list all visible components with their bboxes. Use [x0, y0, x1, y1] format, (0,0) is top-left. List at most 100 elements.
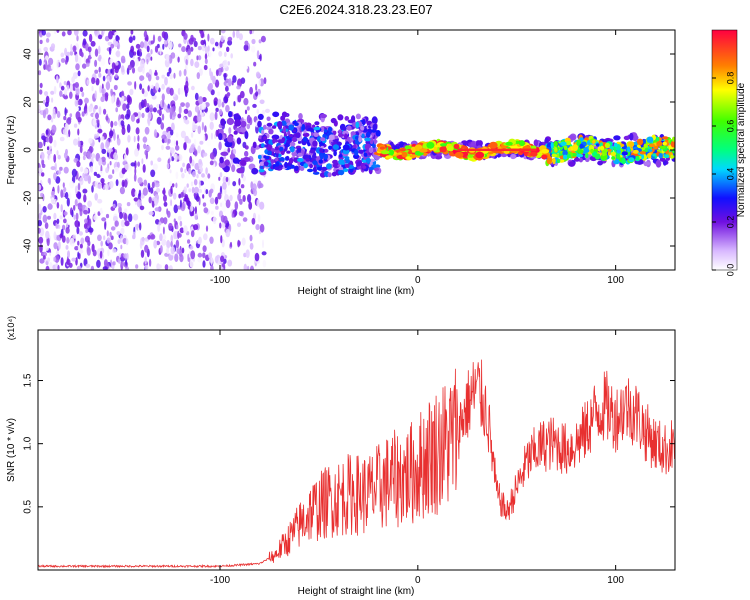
spectrogram-noise-cell — [68, 129, 71, 138]
spectrogram-noise-cell — [142, 164, 146, 173]
spectrogram-noise-cell — [117, 239, 121, 245]
spectrogram-halo-cell — [510, 153, 516, 160]
spectrogram-noise-cell — [97, 211, 101, 216]
spectrogram-band-cell — [282, 125, 286, 133]
spectrogram-noise-cell — [175, 145, 180, 151]
spectrogram-noise-cell — [147, 117, 151, 127]
spectrogram-noise-cell — [73, 138, 78, 146]
spectrogram-noise-cell — [105, 140, 110, 149]
spectrogram-noise-cell — [202, 260, 206, 268]
spectrogram-halo-cell — [573, 157, 580, 162]
spectrogram-noise-cell — [194, 206, 197, 215]
spectrogram-noise-cell — [166, 239, 171, 249]
spectrogram-noise-cell — [38, 219, 42, 227]
spectrogram-noise-cell — [163, 217, 168, 225]
spectrogram-noise-cell — [227, 259, 233, 267]
spectrogram-noise-cell — [220, 35, 224, 43]
spectrogram-noise-cell — [64, 107, 67, 117]
spectrogram-noise-cell — [53, 242, 58, 250]
spectrogram-noise-cell — [117, 258, 121, 264]
spectrogram-noise-cell — [67, 30, 72, 36]
spectrogram-x-label: Height of straight line (km) — [298, 286, 415, 297]
spectrogram-noise-cell — [154, 197, 158, 206]
spectrogram-band-cell — [670, 140, 675, 148]
spectrogram-noise-cell — [48, 262, 53, 270]
y-tick-label: 1.0 — [23, 436, 34, 450]
spectrogram-noise-cell — [39, 44, 42, 54]
spectrogram-noise-cell — [185, 102, 190, 108]
spectrogram-noise-cell — [58, 77, 62, 83]
spectrogram-noise-cell — [238, 33, 243, 41]
spectrogram-noise-cell — [209, 121, 214, 130]
spectrogram-noise-cell — [147, 182, 151, 190]
snr-x-ticks: -100 0 100 — [210, 330, 624, 586]
spectrogram-noise-cell — [125, 238, 129, 246]
spectrogram-noise-cell — [53, 231, 57, 241]
spectrogram-noise-cell — [101, 136, 105, 141]
spectrogram-noise-cell — [209, 67, 212, 77]
spectrogram-band-cell — [294, 122, 299, 126]
spectrogram-noise-cell — [139, 222, 142, 231]
spectrogram-noise-cell — [75, 63, 80, 71]
spectrogram-noise-cell — [69, 91, 73, 99]
spectrogram-noise-cell — [42, 99, 46, 105]
spectrogram-noise-cell — [166, 53, 170, 62]
spectrogram-noise-cell — [243, 97, 249, 106]
spectrogram-band-cell — [261, 129, 265, 135]
spectrogram-noise-cell — [148, 196, 152, 204]
spectrogram-noise-cell — [161, 93, 165, 102]
spectrogram-band-cell — [301, 123, 306, 131]
spectrogram-band-cell — [323, 153, 329, 160]
spectrogram-noise-cell — [66, 51, 70, 57]
spectrogram-band-cell — [259, 165, 264, 169]
spectrogram-noise-cell — [185, 173, 189, 179]
spectrogram-noise-cell — [150, 187, 154, 194]
spectrogram-band-cell — [267, 150, 272, 156]
spectrogram-noise-cell — [178, 70, 182, 77]
spectrogram-band-cell — [426, 141, 435, 149]
spectrogram-halo-cell — [232, 157, 240, 164]
spectrogram-noise-cell — [110, 120, 114, 128]
spectrogram-noise-cell — [60, 52, 65, 58]
spectrogram-noise-cell — [84, 97, 89, 104]
spectrogram-noise-cell — [120, 120, 125, 127]
spectrogram-band-cell — [662, 141, 667, 146]
spectrogram-noise-cell — [165, 108, 170, 113]
spectrogram-noise-cell — [126, 103, 130, 110]
spectrogram-noise-cell — [197, 46, 202, 51]
spectrogram-band-cell — [664, 154, 670, 159]
spectrogram-noise-cell — [188, 188, 192, 193]
spectrogram-band-cell — [652, 153, 657, 157]
spectrogram-noise-cell — [201, 43, 206, 52]
spectrogram-noise-cell — [71, 168, 77, 177]
spectrogram-noise-cell — [51, 64, 54, 70]
spectrogram-noise-cell — [81, 111, 85, 117]
spectrogram-noise-cell — [221, 101, 225, 108]
spectrogram-noise-cell — [113, 152, 118, 161]
spectrogram-noise-cell — [123, 213, 128, 222]
spectrogram-noise-cell — [187, 253, 190, 261]
spectrogram-halo-cell — [251, 167, 259, 175]
spectrogram-noise-cell — [135, 224, 138, 230]
spectrogram-noise-cell — [77, 70, 81, 77]
spectrogram-band-cell — [628, 157, 635, 163]
chart-title: C2E6.2024.318.23.23.E07 — [279, 2, 432, 17]
spectrogram-noise-cell — [38, 65, 41, 72]
spectrogram-noise-cell — [45, 230, 50, 239]
spectrogram-noise-cell — [195, 195, 200, 202]
spectrogram-noise-cell — [247, 194, 252, 203]
spectrogram-noise-cell — [190, 250, 196, 260]
spectrogram-noise-cell — [63, 166, 69, 174]
spectrogram-noise-cell — [80, 166, 84, 173]
spectrogram-noise-cell — [74, 220, 80, 228]
spectrogram-noise-cell — [169, 181, 172, 187]
spectrogram-noise-cell — [98, 157, 103, 166]
snr-y-ticks: 0.5 1.0 1.5 — [23, 373, 675, 514]
spectrogram-noise-cell — [163, 40, 168, 45]
spectrogram-noise-cell — [121, 167, 126, 175]
spectrogram-band-cell — [373, 167, 380, 171]
spectrogram-noise-cell — [46, 32, 51, 38]
spectrogram-noise-cell — [83, 209, 89, 215]
y-tick-label: 1.5 — [23, 373, 34, 387]
spectrogram-noise-cell — [44, 222, 49, 230]
